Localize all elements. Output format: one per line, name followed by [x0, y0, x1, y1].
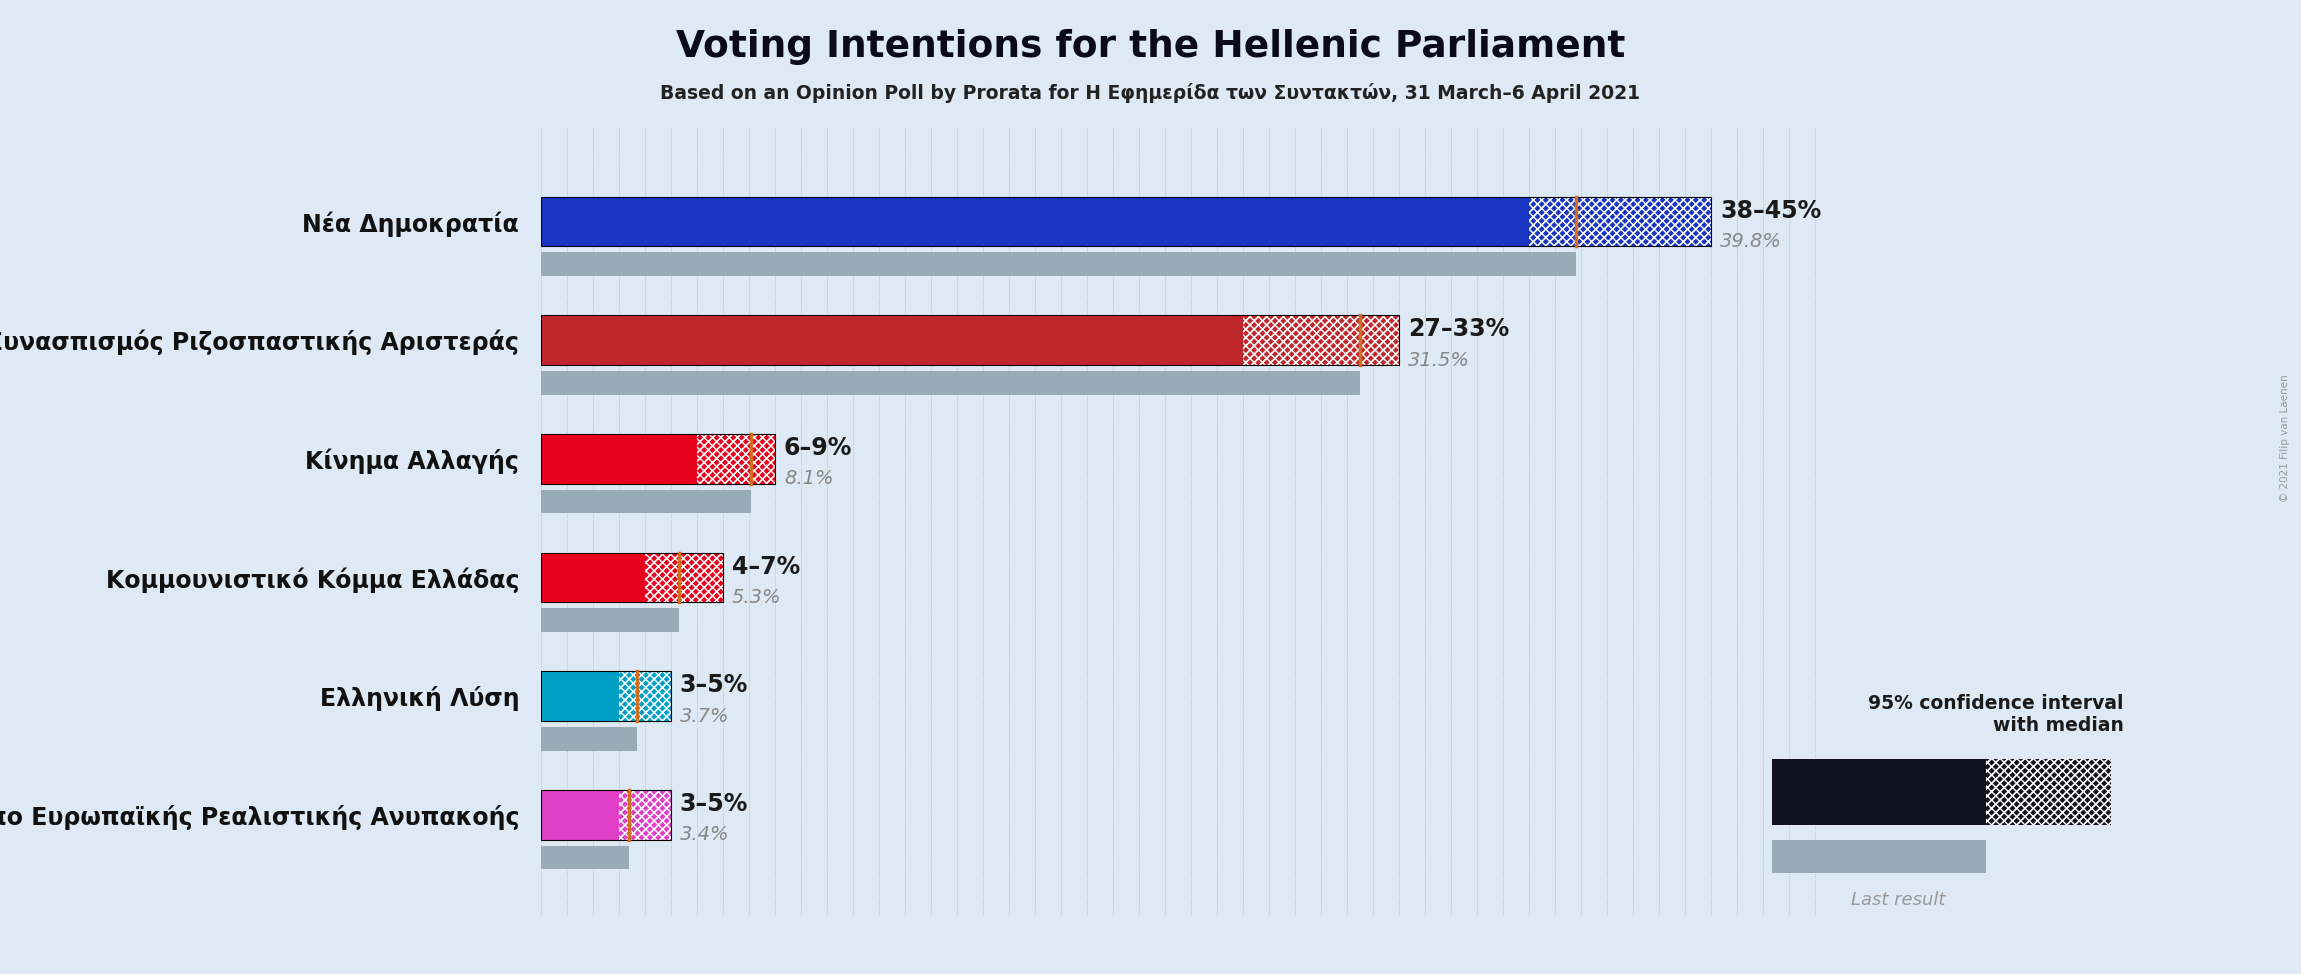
- Bar: [619, 671, 672, 721]
- Bar: [541, 490, 752, 513]
- Bar: [1772, 840, 1986, 873]
- Bar: [619, 790, 672, 840]
- Bar: [619, 671, 672, 721]
- Text: 5.3%: 5.3%: [732, 588, 782, 607]
- Bar: [541, 552, 723, 602]
- Bar: [541, 671, 672, 721]
- Bar: [1528, 197, 1712, 246]
- Bar: [1772, 760, 1986, 825]
- Text: 6–9%: 6–9%: [785, 436, 851, 460]
- Bar: [541, 371, 1360, 394]
- Bar: [619, 790, 672, 840]
- Bar: [541, 845, 628, 869]
- Bar: [541, 252, 1576, 276]
- Bar: [644, 552, 723, 602]
- Bar: [1243, 316, 1399, 365]
- Bar: [1243, 316, 1399, 365]
- Bar: [619, 671, 672, 721]
- Text: 38–45%: 38–45%: [1719, 199, 1820, 223]
- Bar: [541, 316, 1399, 365]
- Bar: [541, 671, 619, 721]
- Text: 4–7%: 4–7%: [732, 555, 801, 579]
- Bar: [541, 197, 1528, 246]
- Text: 95% confidence interval
with median: 95% confidence interval with median: [1868, 694, 2124, 735]
- Bar: [619, 790, 672, 840]
- Text: 3–5%: 3–5%: [679, 673, 748, 697]
- Bar: [541, 316, 1243, 365]
- Bar: [1986, 760, 2110, 825]
- Bar: [541, 197, 1712, 246]
- Text: 31.5%: 31.5%: [1408, 351, 1470, 370]
- Text: 3–5%: 3–5%: [679, 792, 748, 816]
- Bar: [541, 727, 637, 751]
- Text: 3.7%: 3.7%: [679, 707, 729, 726]
- Text: 8.1%: 8.1%: [785, 469, 833, 489]
- Text: Based on an Opinion Poll by Prorata for H Εφημερίδα των Συντακτών, 31 March–6 Ap: Based on an Opinion Poll by Prorata for …: [660, 83, 1641, 103]
- Bar: [541, 552, 644, 602]
- Text: © 2021 Filip van Laenen: © 2021 Filip van Laenen: [2280, 374, 2289, 503]
- Bar: [697, 433, 775, 484]
- Bar: [644, 552, 723, 602]
- Text: 39.8%: 39.8%: [1719, 232, 1781, 251]
- Bar: [541, 790, 672, 840]
- Bar: [644, 552, 723, 602]
- Text: Last result: Last result: [1850, 891, 1947, 909]
- Text: 27–33%: 27–33%: [1408, 318, 1509, 342]
- Bar: [1528, 197, 1712, 246]
- Bar: [697, 433, 775, 484]
- Bar: [541, 609, 679, 632]
- Bar: [1243, 316, 1399, 365]
- Text: 3.4%: 3.4%: [679, 825, 729, 844]
- Bar: [541, 433, 697, 484]
- Bar: [1986, 760, 2110, 825]
- Bar: [1528, 197, 1712, 246]
- Bar: [541, 433, 775, 484]
- Bar: [697, 433, 775, 484]
- Bar: [1986, 760, 2110, 825]
- Bar: [541, 790, 619, 840]
- Text: Voting Intentions for the Hellenic Parliament: Voting Intentions for the Hellenic Parli…: [676, 29, 1625, 65]
